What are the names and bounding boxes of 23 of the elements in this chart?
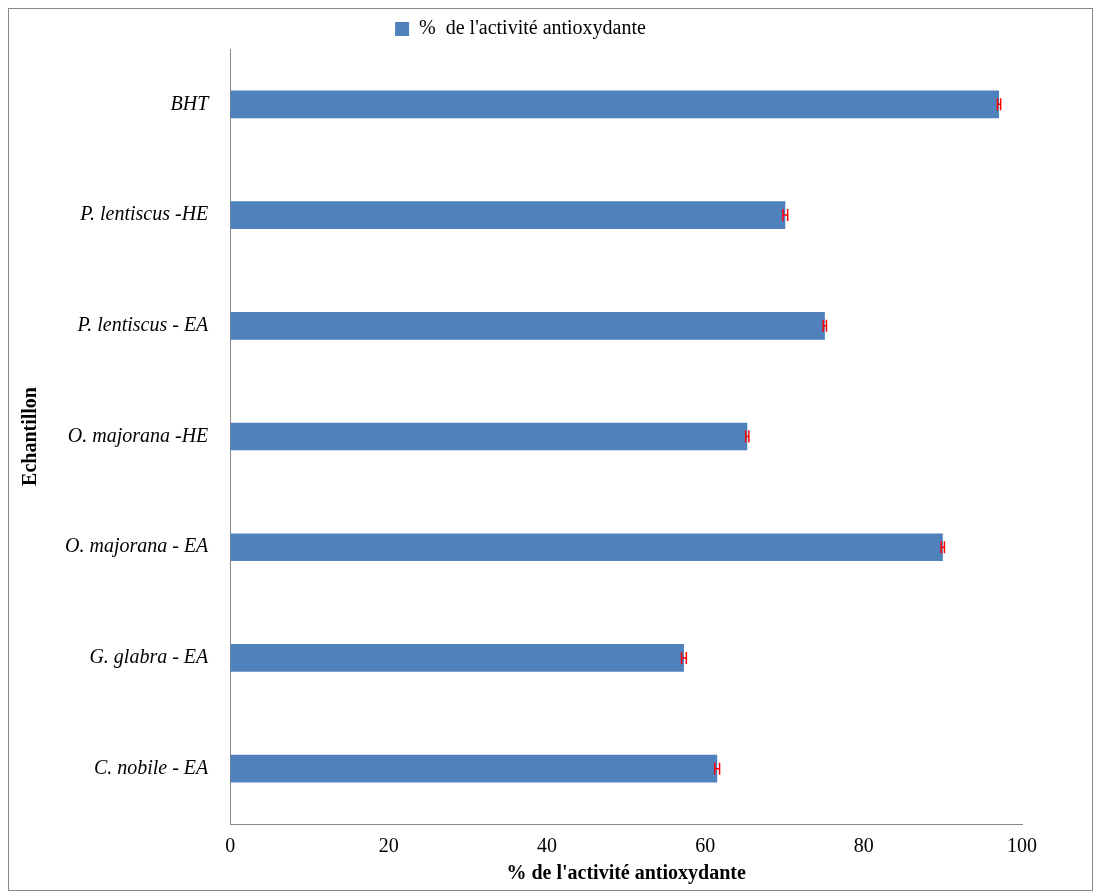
x-tick-label: 100 xyxy=(1007,834,1037,857)
bar xyxy=(230,201,786,229)
y-tick-label: BHT xyxy=(170,91,211,114)
y-tick-label: P. lentiscus -HE xyxy=(79,202,209,225)
y-tick-label: O. majorana - EA xyxy=(64,534,210,558)
y-tick-label: P. lentiscus - EA xyxy=(76,313,210,336)
x-tick-label: 0 xyxy=(225,834,236,857)
y-axis-title: Echantillon xyxy=(18,387,41,486)
x-tick-label: 80 xyxy=(853,834,874,857)
y-tick-label: C. nobile - EA xyxy=(93,755,210,778)
x-axis-title: % de l'activité antioxydante xyxy=(506,861,746,885)
bar xyxy=(230,422,748,451)
legend-label: % de l'activité antioxydante xyxy=(419,16,647,40)
bar xyxy=(230,533,943,562)
bar xyxy=(230,311,825,340)
bar xyxy=(230,754,718,783)
x-tick-label: 60 xyxy=(695,834,716,857)
y-tick-label: O. majorana -HE xyxy=(67,423,209,447)
bar xyxy=(230,90,1000,119)
x-tick-label: 20 xyxy=(378,834,399,857)
bar xyxy=(230,644,684,672)
x-tick-label: 40 xyxy=(536,834,557,857)
y-tick-label: G. glabra - EA xyxy=(89,645,210,669)
